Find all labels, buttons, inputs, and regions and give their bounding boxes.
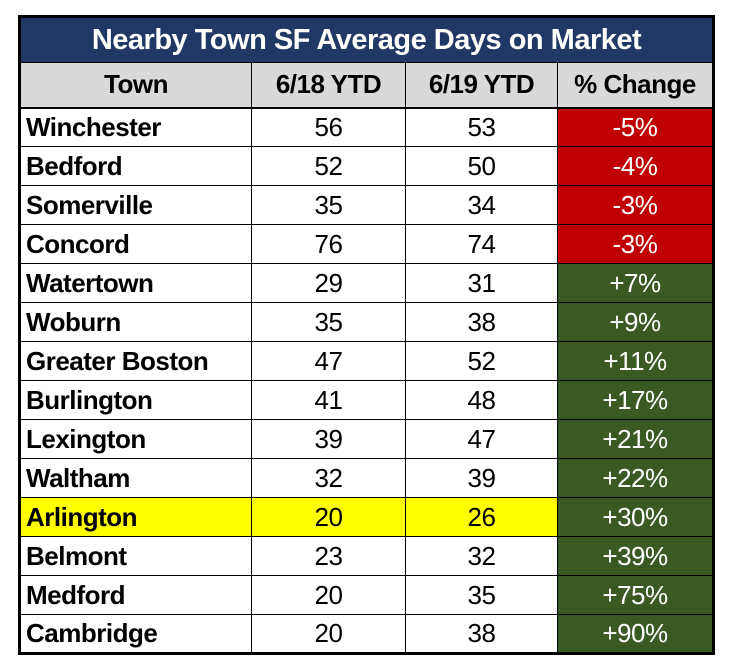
ytd-6-19-cell: 32	[405, 536, 558, 576]
table-row: Winchester 56 53 -5%	[19, 107, 715, 147]
pct-change-cell: +17%	[556, 380, 715, 420]
ytd-6-18-cell: 47	[251, 341, 406, 381]
table-row: Watertown 29 31 +7%	[19, 263, 715, 303]
table-row: Arlington 20 26 +30%	[19, 497, 715, 537]
ytd-6-19-cell: 53	[405, 107, 558, 147]
ytd-6-19-cell: 38	[405, 302, 558, 342]
town-cell: Belmont	[19, 536, 252, 576]
pct-change-cell: +21%	[556, 419, 715, 459]
ytd-6-18-cell: 56	[251, 107, 406, 147]
ytd-6-19-cell: 26	[405, 497, 558, 537]
town-cell: Greater Boston	[19, 341, 252, 381]
town-cell: Bedford	[19, 146, 252, 186]
ytd-6-18-cell: 20	[251, 497, 406, 537]
table-row: Greater Boston 47 52 +11%	[19, 341, 715, 381]
ytd-6-18-cell: 20	[251, 614, 406, 654]
town-cell: Woburn	[19, 302, 252, 342]
town-cell: Somerville	[19, 185, 252, 225]
table-row: Medford 20 35 +75%	[19, 575, 715, 615]
ytd-6-19-cell: 47	[405, 419, 558, 459]
ytd-6-19-cell: 35	[405, 575, 558, 615]
column-header-town: Town	[19, 62, 252, 109]
ytd-6-19-cell: 48	[405, 380, 558, 420]
table-row: Belmont 23 32 +39%	[19, 536, 715, 576]
ytd-6-19-cell: 39	[405, 458, 558, 498]
ytd-6-19-cell: 31	[405, 263, 558, 303]
pct-change-cell: +22%	[556, 458, 715, 498]
ytd-6-19-cell: 74	[405, 224, 558, 264]
table-row: Concord 76 74 -3%	[19, 224, 715, 264]
town-cell: Watertown	[19, 263, 252, 303]
pct-change-cell: +75%	[556, 575, 715, 615]
table-row: Bedford 52 50 -4%	[19, 146, 715, 186]
days-on-market-table: Nearby Town SF Average Days on Market To…	[18, 15, 716, 655]
ytd-6-19-cell: 34	[405, 185, 558, 225]
table-row: Lexington 39 47 +21%	[19, 419, 715, 459]
pct-change-cell: +9%	[556, 302, 715, 342]
ytd-6-18-cell: 76	[251, 224, 406, 264]
ytd-6-19-cell: 50	[405, 146, 558, 186]
town-cell: Winchester	[19, 107, 252, 147]
pct-change-cell: -4%	[556, 146, 715, 186]
table-row: Woburn 35 38 +9%	[19, 302, 715, 342]
table-row: Burlington 41 48 +17%	[19, 380, 715, 420]
column-header-ytd-6-18: 6/18 YTD	[251, 62, 406, 109]
pct-change-cell: +11%	[556, 341, 715, 381]
table-title: Nearby Town SF Average Days on Market	[18, 16, 715, 63]
table-body: Winchester 56 53 -5% Bedford 52 50 -4% S…	[19, 107, 715, 654]
pct-change-cell: -5%	[556, 107, 715, 147]
pct-change-cell: +39%	[556, 536, 715, 576]
column-header-ytd-6-19: 6/19 YTD	[405, 62, 558, 109]
town-cell: Cambridge	[19, 614, 252, 654]
ytd-6-18-cell: 20	[251, 575, 406, 615]
pct-change-cell: -3%	[556, 224, 715, 264]
ytd-6-19-cell: 38	[405, 614, 558, 654]
town-cell: Lexington	[19, 419, 252, 459]
town-cell: Waltham	[19, 458, 252, 498]
ytd-6-18-cell: 35	[251, 302, 406, 342]
ytd-6-18-cell: 23	[251, 536, 406, 576]
title-row: Nearby Town SF Average Days on Market	[18, 16, 715, 63]
header-row: Town 6/18 YTD 6/19 YTD % Change	[19, 62, 715, 109]
ytd-6-18-cell: 39	[251, 419, 406, 459]
town-cell: Concord	[19, 224, 252, 264]
town-cell: Burlington	[19, 380, 252, 420]
ytd-6-18-cell: 32	[251, 458, 406, 498]
town-cell: Medford	[19, 575, 252, 615]
pct-change-cell: +7%	[556, 263, 715, 303]
table-row: Cambridge 20 38 +90%	[19, 614, 715, 654]
column-header-pct-change: % Change	[556, 62, 715, 109]
pct-change-cell: +30%	[556, 497, 715, 537]
ytd-6-18-cell: 35	[251, 185, 406, 225]
ytd-6-19-cell: 52	[405, 341, 558, 381]
ytd-6-18-cell: 52	[251, 146, 406, 186]
town-cell: Arlington	[19, 497, 252, 537]
table-row: Somerville 35 34 -3%	[19, 185, 715, 225]
pct-change-cell: -3%	[556, 185, 715, 225]
pct-change-cell: +90%	[556, 614, 715, 654]
table-row: Waltham 32 39 +22%	[19, 458, 715, 498]
table-container: Nearby Town SF Average Days on Market To…	[18, 15, 716, 655]
ytd-6-18-cell: 41	[251, 380, 406, 420]
ytd-6-18-cell: 29	[251, 263, 406, 303]
